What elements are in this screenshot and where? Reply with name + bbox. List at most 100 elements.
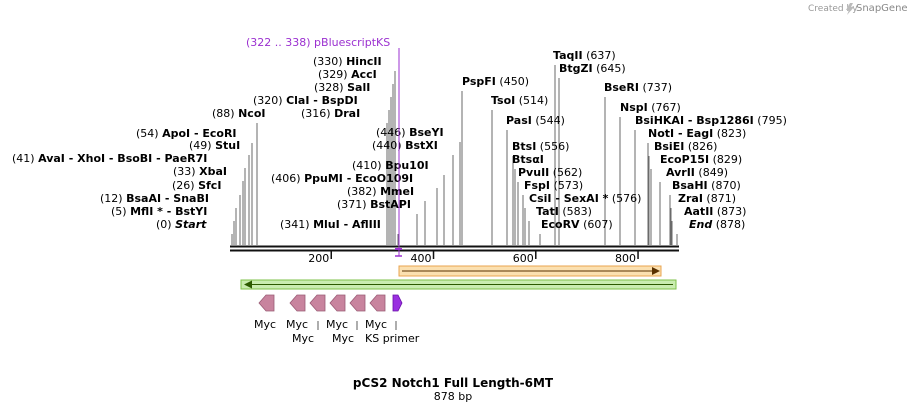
site-label-ecorv: EcoRV (607) [541,218,613,231]
site-label-xbai: (33) XbaI [173,165,227,178]
ruler-tick-label: 800 [615,252,636,265]
site-label-bpu10i: (410) Bpu10I [352,159,429,172]
myc-tag-3-arrow [309,294,326,312]
ruler: 200 400 600 800 [308,251,639,265]
site-label-bseyi: (446) BseYI [376,126,444,139]
site-label-bts-i: BtsαI [512,153,544,166]
site-label-mlui-afliii-position: (341) [280,218,310,231]
ruler-tick-label: 400 [411,252,432,265]
site-label-tati: TatI (583) [536,205,592,218]
site-label-aatii: AatII (873) [684,205,746,218]
site-label-pasi-name: PasI [506,114,532,127]
site-label-drai-name: DraI [334,107,360,120]
site-label-ppumi-ecoo109i: (406) PpuMI - EcoO109I [271,172,413,185]
myc-tag-2-arrow [289,294,306,312]
site-label-bsaai-snabi-position: (12) [100,192,123,205]
site-label-acci: (329) AccI [318,68,377,81]
site-label-pspfi-position: (450) [499,75,529,88]
site-label-hincii-name: HincII [346,55,382,68]
site-label-taqii-position: (637) [586,49,616,62]
site-label-bstapi-position: (371) [337,198,367,211]
site-label-pspfi: PspFI (450) [462,75,529,88]
site-label-avrii: AvrII (849) [666,166,728,179]
site-label-xbai-name: XbaI [199,165,227,178]
primer-binding-label: (322 .. 338) pBluescriptKS [246,36,390,49]
myc-tag-6-arrow [369,294,386,312]
site-label-nspi-name: NspI [620,101,648,114]
site-label-ncoi-position: (88) [212,107,235,120]
site-label-bsiei: BsiEI (826) [654,140,717,153]
site-label-bsihkai-bsp1286i-position: (795) [757,114,787,127]
snapgene-logo-icon [846,3,854,15]
site-label-sfci-position: (26) [172,179,195,192]
site-label-bseri: BseRI (737) [604,81,672,94]
site-label-mmei-name: MmeI [380,185,414,198]
site-label-bsahi: BsaHI (870) [672,179,741,192]
site-label-ecop15i: EcoP15I (829) [660,153,742,166]
site-label-sfci-name: SfcI [198,179,221,192]
site-label-noti-eagi-name: NotI - EagI [648,127,713,140]
site-label-xbai-position: (33) [173,165,196,178]
site-label-csii-sexai-name: CsiI - SexAI * [529,192,609,205]
site-label-pspfi-name: PspFI [462,75,496,88]
myc-tag-6-label: Myc [365,318,387,331]
myc-tag-3-label: Myc [292,332,314,345]
site-label-bstxi-position: (440) [372,139,402,152]
site-label-apoi-ecori-name: ApoI - EcoRI [162,127,236,140]
site-label-bseri-name: BseRI [604,81,639,94]
site-label-btsi-name: BtsI [512,140,536,153]
site-label-acci-name: AccI [351,68,377,81]
site-label-mfli-bstyi-position: (5) [111,205,127,218]
ks-primer-arrow [392,294,403,312]
site-label-csii-sexai-position: (576) [612,192,642,205]
site-label-btsi: BtsI (556) [512,140,569,153]
site-label-tsoi: TsoI (514) [491,94,548,107]
myc-tag-1-arrow [258,294,275,312]
site-label-tsoi-position: (514) [519,94,549,107]
site-label-avai-xhoi-bsobi-paer7i: (41) AvaI - XhoI - BsoBI - PaeR7I [12,152,207,165]
site-label-pvuii-position: (562) [553,166,583,179]
map-length: 878 bp [434,390,472,403]
site-label-ncoi-name: NcoI [238,107,265,120]
credit-prefix: Created by [808,4,858,14]
site-label-avai-xhoi-bsobi-paer7i-position: (41) [12,152,35,165]
site-label-sali-name: SalI [347,81,370,94]
green-feature-arrow [240,279,677,290]
site-label-sali-position: (328) [314,81,344,94]
site-label-start-position: (0) [156,218,172,231]
site-label-sfci: (26) SfcI [172,179,221,192]
site-label-sali: (328) SalI [314,81,370,94]
site-label-drai-position: (316) [301,107,331,120]
site-label-pvuii-name: PvuII [518,166,549,179]
site-label-bts-i-name: BtsαI [512,153,544,166]
site-label-start: (0) Start [156,218,207,231]
site-label-mlui-afliii: (341) MluI - AflIII [280,218,381,231]
orange-feature-arrow [398,265,662,277]
myc-tag-5-label: Myc [332,332,354,345]
myc-tag-5-arrow [349,294,366,312]
site-label-zrai-name: ZraI [678,192,703,205]
site-label-stui: (49) StuI [189,139,240,152]
site-label-end-name: End [689,218,712,231]
site-label-bseyi-position: (446) [376,126,406,139]
site-label-bstxi-name: BstXI [405,139,438,152]
site-label-drai: (316) DraI [301,107,360,120]
site-label-nspi: NspI (767) [620,101,681,114]
site-label-ncoi: (88) NcoI [212,107,265,120]
myc-tag-1-label: Myc [254,318,276,331]
site-label-avrii-name: AvrII [666,166,695,179]
site-label-ecop15i-position: (829) [713,153,743,166]
site-label-bpu10i-position: (410) [352,159,382,172]
site-label-mmei: (382) MmeI [347,185,414,198]
site-label-hincii-position: (330) [313,55,343,68]
site-label-tati-name: TatI [536,205,559,218]
site-label-bsiei-name: BsiEI [654,140,684,153]
site-label-bstapi-name: BstAPI [370,198,411,211]
ruler-tick-label: 200 [308,252,329,265]
site-label-bsahi-name: BsaHI [672,179,708,192]
site-leader-lines [231,65,678,245]
site-label-btsi-position: (556) [540,140,570,153]
site-label-ppumi-ecoo109i-position: (406) [271,172,301,185]
site-label-ecorv-position: (607) [583,218,613,231]
